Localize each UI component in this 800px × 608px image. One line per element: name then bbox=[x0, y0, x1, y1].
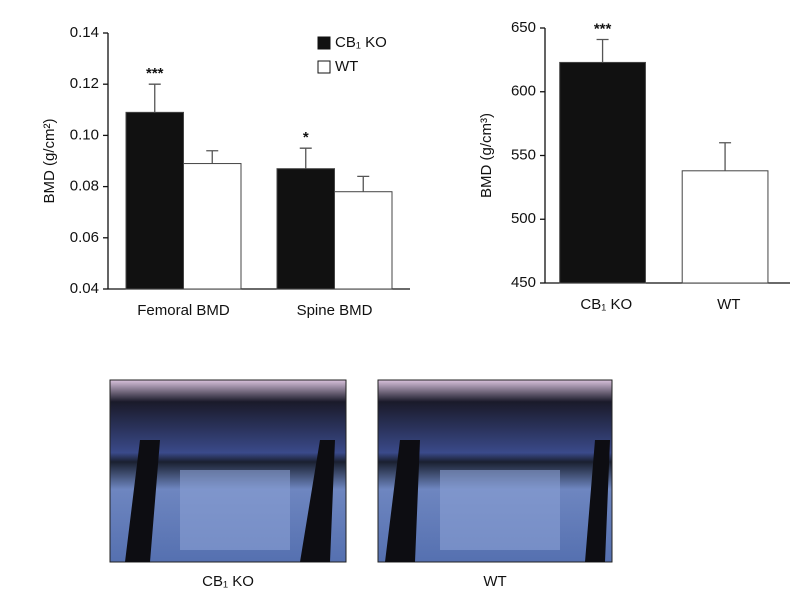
bar bbox=[334, 191, 393, 290]
error-bar bbox=[596, 38, 609, 63]
bar bbox=[125, 111, 184, 290]
y-axis-label: BMD (g/cm³) bbox=[478, 113, 495, 198]
bar bbox=[276, 168, 335, 290]
y-tick-label: 0.08 bbox=[70, 178, 99, 195]
histology-right bbox=[377, 379, 613, 563]
legend-swatch bbox=[317, 60, 331, 74]
bar bbox=[559, 61, 646, 284]
y-tick-label: 550 bbox=[511, 146, 536, 163]
significance: * bbox=[303, 129, 309, 146]
y-tick-label: 0.06 bbox=[70, 229, 99, 246]
x-tick-label: Spine BMD bbox=[297, 302, 373, 319]
y-tick-label: 600 bbox=[511, 83, 536, 100]
image-caption: CB₁ KO bbox=[202, 573, 254, 590]
y-tick-label: 500 bbox=[511, 210, 536, 227]
legend-swatch bbox=[317, 36, 331, 50]
y-axis-label: BMD (g/cm²) bbox=[41, 119, 58, 204]
error-bar bbox=[357, 175, 370, 192]
x-tick-label: CB₁ KO bbox=[580, 296, 632, 313]
bar bbox=[183, 163, 242, 290]
y-tick-label: 0.10 bbox=[70, 126, 99, 143]
error-bar bbox=[206, 150, 219, 164]
y-tick-label: 650 bbox=[511, 19, 536, 36]
x-tick-label: Femoral BMD bbox=[137, 302, 230, 319]
error-bar bbox=[299, 147, 312, 169]
significance: *** bbox=[594, 20, 612, 37]
y-tick-label: 450 bbox=[511, 274, 536, 291]
error-bar bbox=[719, 142, 732, 171]
x-tick-label: WT bbox=[717, 296, 740, 313]
legend-label: WT bbox=[335, 58, 358, 75]
significance: *** bbox=[146, 65, 164, 82]
bar bbox=[681, 170, 769, 284]
y-tick-label: 0.04 bbox=[70, 280, 99, 297]
histology-left bbox=[109, 379, 347, 563]
y-tick-label: 0.14 bbox=[70, 24, 99, 41]
y-tick-label: 0.12 bbox=[70, 75, 99, 92]
legend-label: CB₁ KO bbox=[335, 34, 387, 51]
image-caption: WT bbox=[483, 573, 506, 590]
error-bar bbox=[148, 83, 161, 113]
